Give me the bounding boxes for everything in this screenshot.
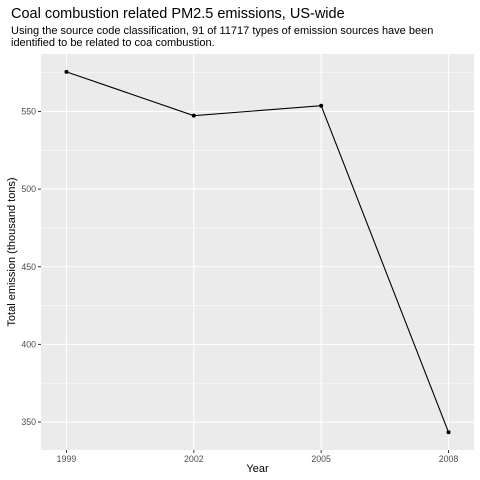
y-axis: 350 400 450 500 550 (21, 106, 41, 427)
data-point (191, 113, 196, 118)
y-tick-label: 450 (21, 262, 36, 272)
data-point (446, 430, 451, 435)
chart-subtitle-line-1: Using the source code classification, 91… (11, 25, 433, 37)
grid-lines (41, 54, 474, 450)
x-tick-label: 2002 (184, 454, 204, 464)
plot-panel (41, 54, 474, 450)
y-tick-label: 500 (21, 184, 36, 194)
y-axis-title: Total emission (thousand tons) (6, 177, 18, 326)
x-tick-label: 2005 (311, 454, 331, 464)
chart-title: Coal combustion related PM2.5 emissions,… (11, 6, 345, 22)
y-tick-label: 550 (21, 106, 36, 116)
y-tick-label: 350 (21, 417, 36, 427)
chart-subtitle-line-2: identified to be related to coa combusti… (11, 37, 215, 49)
x-tick-label: 2008 (439, 454, 459, 464)
data-series (64, 69, 451, 435)
data-point (319, 103, 324, 108)
x-axis-title: Year (246, 463, 269, 475)
x-tick-label: 1999 (57, 454, 77, 464)
x-axis: 1999 2002 2005 2008 (57, 450, 459, 464)
y-tick-label: 400 (21, 339, 36, 349)
series-line (66, 71, 450, 433)
data-point (64, 69, 69, 74)
